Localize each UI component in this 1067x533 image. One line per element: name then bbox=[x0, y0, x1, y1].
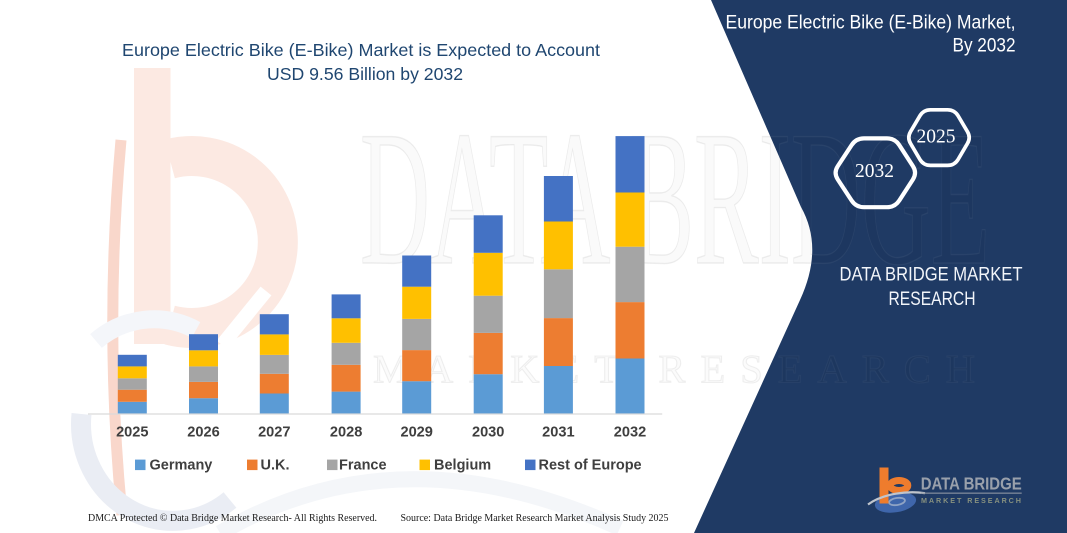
svg-text:2029: 2029 bbox=[400, 425, 432, 441]
svg-text:Germany: Germany bbox=[150, 458, 213, 474]
svg-text:DATA BRIDGE MARKET: DATA BRIDGE MARKET bbox=[840, 264, 1023, 286]
svg-text:DATA BRIDGE: DATA BRIDGE bbox=[360, 91, 990, 305]
svg-text:Europe Electric Bike (E-Bike): Europe Electric Bike (E-Bike) Market, bbox=[726, 13, 1016, 34]
svg-text:2028: 2028 bbox=[330, 425, 362, 441]
svg-text:DATA BRIDGE: DATA BRIDGE bbox=[921, 474, 1022, 494]
svg-text:2030: 2030 bbox=[472, 425, 504, 441]
svg-text:Source: Data Bridge Market Res: Source: Data Bridge Market Research Mark… bbox=[401, 512, 669, 524]
svg-text:U.K.: U.K. bbox=[261, 458, 290, 474]
svg-text:MARKET RESEARCH: MARKET RESEARCH bbox=[921, 496, 1021, 505]
svg-text:2031: 2031 bbox=[542, 425, 574, 441]
svg-text:2026: 2026 bbox=[187, 425, 219, 441]
svg-text:Europe Electric Bike (E-Bike): Europe Electric Bike (E-Bike) Market is … bbox=[122, 40, 600, 60]
svg-text:Belgium: Belgium bbox=[434, 458, 491, 474]
svg-text:2025: 2025 bbox=[116, 425, 148, 441]
svg-text:2027: 2027 bbox=[258, 425, 290, 441]
svg-text:DMCA Protected © Data Bridge M: DMCA Protected © Data Bridge Market Rese… bbox=[88, 512, 377, 524]
svg-text:By 2032: By 2032 bbox=[953, 36, 1016, 57]
svg-text:France: France bbox=[339, 458, 387, 474]
svg-text:USD 9.56 Billion by 2032: USD 9.56 Billion by 2032 bbox=[267, 64, 463, 84]
svg-text:2032: 2032 bbox=[614, 425, 646, 441]
svg-text:Rest of Europe: Rest of Europe bbox=[539, 458, 642, 474]
svg-text:RESEARCH: RESEARCH bbox=[889, 288, 976, 310]
svg-text:2032: 2032 bbox=[855, 161, 894, 182]
svg-text:2025: 2025 bbox=[917, 126, 956, 147]
